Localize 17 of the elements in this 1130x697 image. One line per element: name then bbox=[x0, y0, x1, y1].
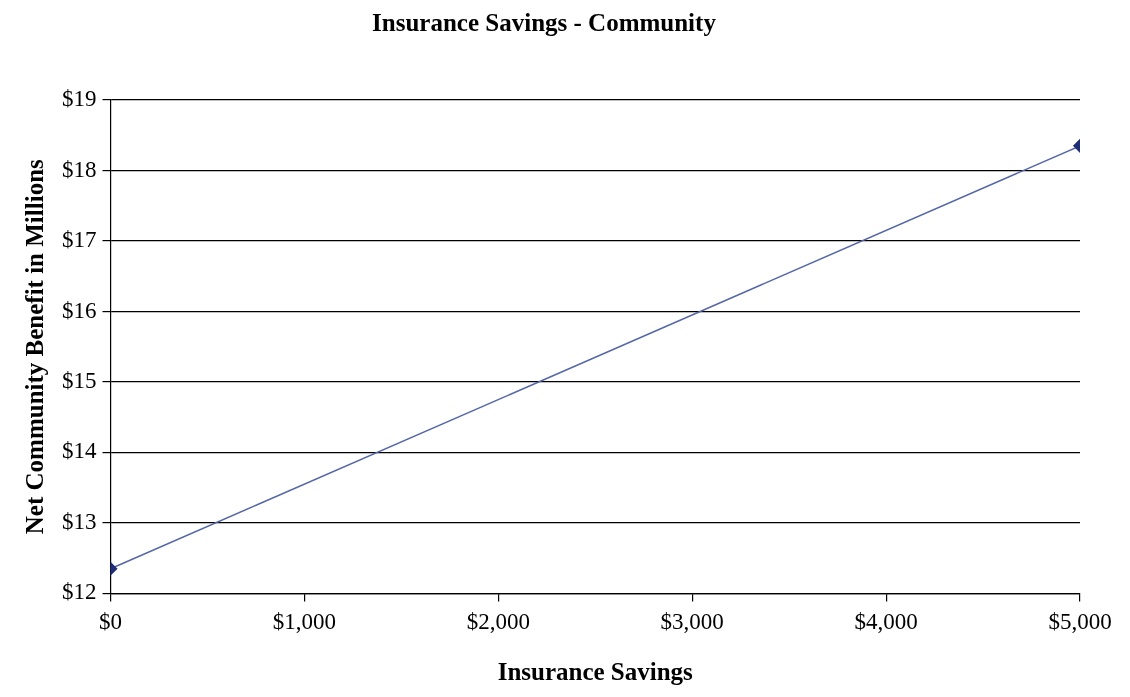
y-tick-label: $13 bbox=[62, 508, 97, 534]
y-tick-label: $12 bbox=[62, 579, 97, 605]
y-tick-label: $14 bbox=[62, 438, 97, 464]
x-tick-label: $2,000 bbox=[466, 609, 530, 635]
chart-title: Insurance Savings - Community bbox=[372, 9, 717, 37]
y-tick-label: $15 bbox=[62, 367, 97, 393]
y-axis-title: Net Community Benefit in Millions bbox=[21, 158, 49, 535]
x-tick-label: $0 bbox=[99, 609, 122, 635]
x-tick-label: $5,000 bbox=[1048, 609, 1112, 635]
x-tick-label: $4,000 bbox=[854, 609, 918, 635]
x-tick-label: $3,000 bbox=[660, 609, 724, 635]
x-tick-label: $1,000 bbox=[272, 609, 337, 635]
x-axis-title: Insurance Savings bbox=[497, 658, 694, 686]
y-tick-label: $19 bbox=[62, 86, 97, 112]
y-tick-label: $18 bbox=[62, 156, 97, 182]
y-tick-label: $17 bbox=[62, 227, 97, 253]
y-tick-label: $16 bbox=[62, 297, 97, 323]
